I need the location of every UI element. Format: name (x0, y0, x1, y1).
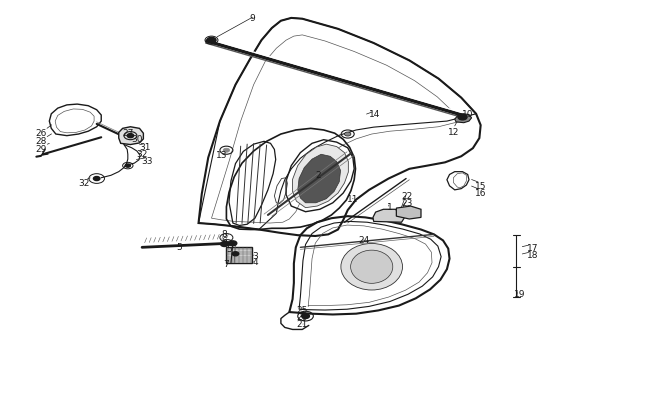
Text: 27: 27 (122, 129, 133, 138)
Text: 16: 16 (475, 188, 486, 197)
Circle shape (127, 134, 134, 139)
Text: 5: 5 (227, 245, 233, 254)
Ellipse shape (341, 244, 402, 290)
Text: 17: 17 (526, 243, 538, 252)
Polygon shape (396, 207, 421, 220)
Text: 13: 13 (215, 150, 227, 159)
Text: 32: 32 (136, 149, 148, 158)
Text: 18: 18 (526, 250, 538, 260)
Text: 15: 15 (475, 182, 486, 191)
Text: 2: 2 (316, 171, 321, 179)
Text: 25: 25 (296, 305, 308, 314)
Text: 28: 28 (35, 137, 47, 146)
Text: 29: 29 (35, 144, 47, 153)
Text: 20: 20 (296, 313, 308, 322)
Text: 30: 30 (131, 135, 142, 144)
Polygon shape (298, 155, 341, 203)
Text: 33: 33 (141, 156, 152, 165)
Polygon shape (373, 210, 404, 223)
Text: 4: 4 (253, 258, 259, 267)
Circle shape (344, 133, 351, 137)
Text: 11: 11 (347, 195, 359, 204)
Text: 26: 26 (35, 129, 47, 138)
Text: 6: 6 (222, 236, 227, 245)
Circle shape (229, 241, 237, 246)
Text: 12: 12 (448, 128, 459, 136)
Text: 3: 3 (253, 251, 259, 260)
Polygon shape (292, 145, 348, 208)
Text: 7: 7 (224, 259, 229, 269)
Text: 21: 21 (296, 320, 308, 328)
Text: 8: 8 (222, 230, 227, 239)
Circle shape (94, 177, 100, 181)
Text: 5: 5 (176, 243, 182, 252)
Text: 24: 24 (358, 235, 370, 244)
Text: 22: 22 (401, 192, 412, 201)
Circle shape (125, 164, 131, 168)
Polygon shape (226, 248, 252, 263)
Text: 23: 23 (401, 198, 412, 207)
Text: 14: 14 (369, 110, 381, 119)
Text: 1: 1 (387, 202, 393, 211)
Circle shape (302, 314, 309, 319)
Circle shape (207, 38, 216, 44)
Text: 9: 9 (250, 14, 255, 23)
Text: 32: 32 (78, 179, 90, 188)
Text: 19: 19 (514, 290, 525, 298)
Polygon shape (455, 115, 472, 124)
Text: 31: 31 (139, 142, 150, 151)
Circle shape (223, 149, 229, 153)
Circle shape (458, 115, 467, 121)
Circle shape (220, 242, 228, 247)
Circle shape (232, 252, 239, 256)
Text: 10: 10 (462, 110, 473, 119)
Ellipse shape (350, 251, 393, 284)
Polygon shape (119, 128, 144, 145)
